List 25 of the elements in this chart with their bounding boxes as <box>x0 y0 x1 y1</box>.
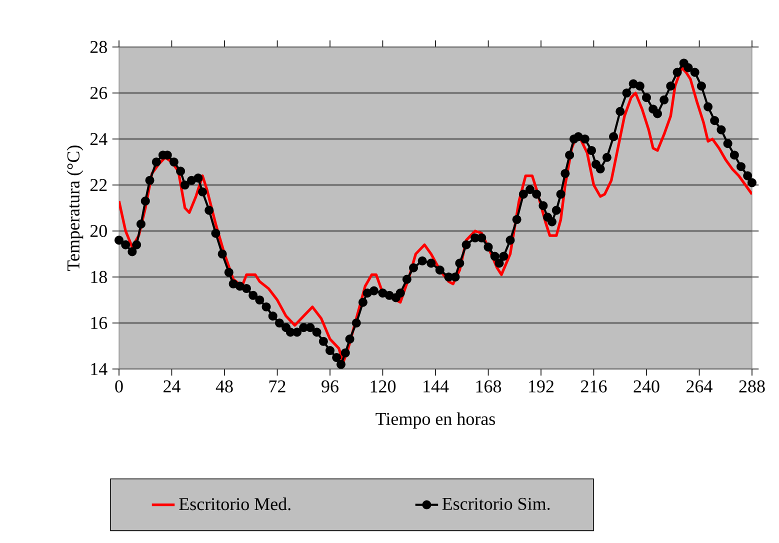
x-tick-label: 288 <box>739 380 765 393</box>
y-axis-title: Temperatura (°C) <box>66 146 84 271</box>
x-tick-label: 264 <box>686 380 712 392</box>
legend-label: Escritorio Sim. <box>442 498 550 510</box>
x-tick-label: 120 <box>370 380 396 393</box>
y-tick-label: 16 <box>91 316 108 330</box>
y-tick-label: 28 <box>90 40 107 54</box>
x-tick-label: 192 <box>529 380 554 392</box>
x-tick-label: 240 <box>634 380 660 393</box>
y-tick-label: 20 <box>90 224 107 238</box>
x-tick-label: 72 <box>269 380 286 392</box>
legend-label: Escritorio Med. <box>179 498 290 510</box>
x-tick-label: 0 <box>115 380 123 393</box>
x-tick-label: 216 <box>581 380 607 392</box>
y-tick-label: 26 <box>90 86 108 100</box>
y-tick-label: 24 <box>90 133 108 145</box>
x-tick-label: 48 <box>216 380 233 393</box>
y-tick-label: 18 <box>91 270 107 284</box>
y-tick-label: 22 <box>90 179 107 191</box>
x-axis-title: Tiempo en horas <box>376 412 496 429</box>
x-tick-label: 24 <box>164 380 180 392</box>
y-tick-label: 14 <box>91 363 108 375</box>
x-tick-label: 144 <box>424 380 449 392</box>
x-tick-label: 168 <box>476 380 502 393</box>
x-tick-label: 96 <box>322 380 338 392</box>
